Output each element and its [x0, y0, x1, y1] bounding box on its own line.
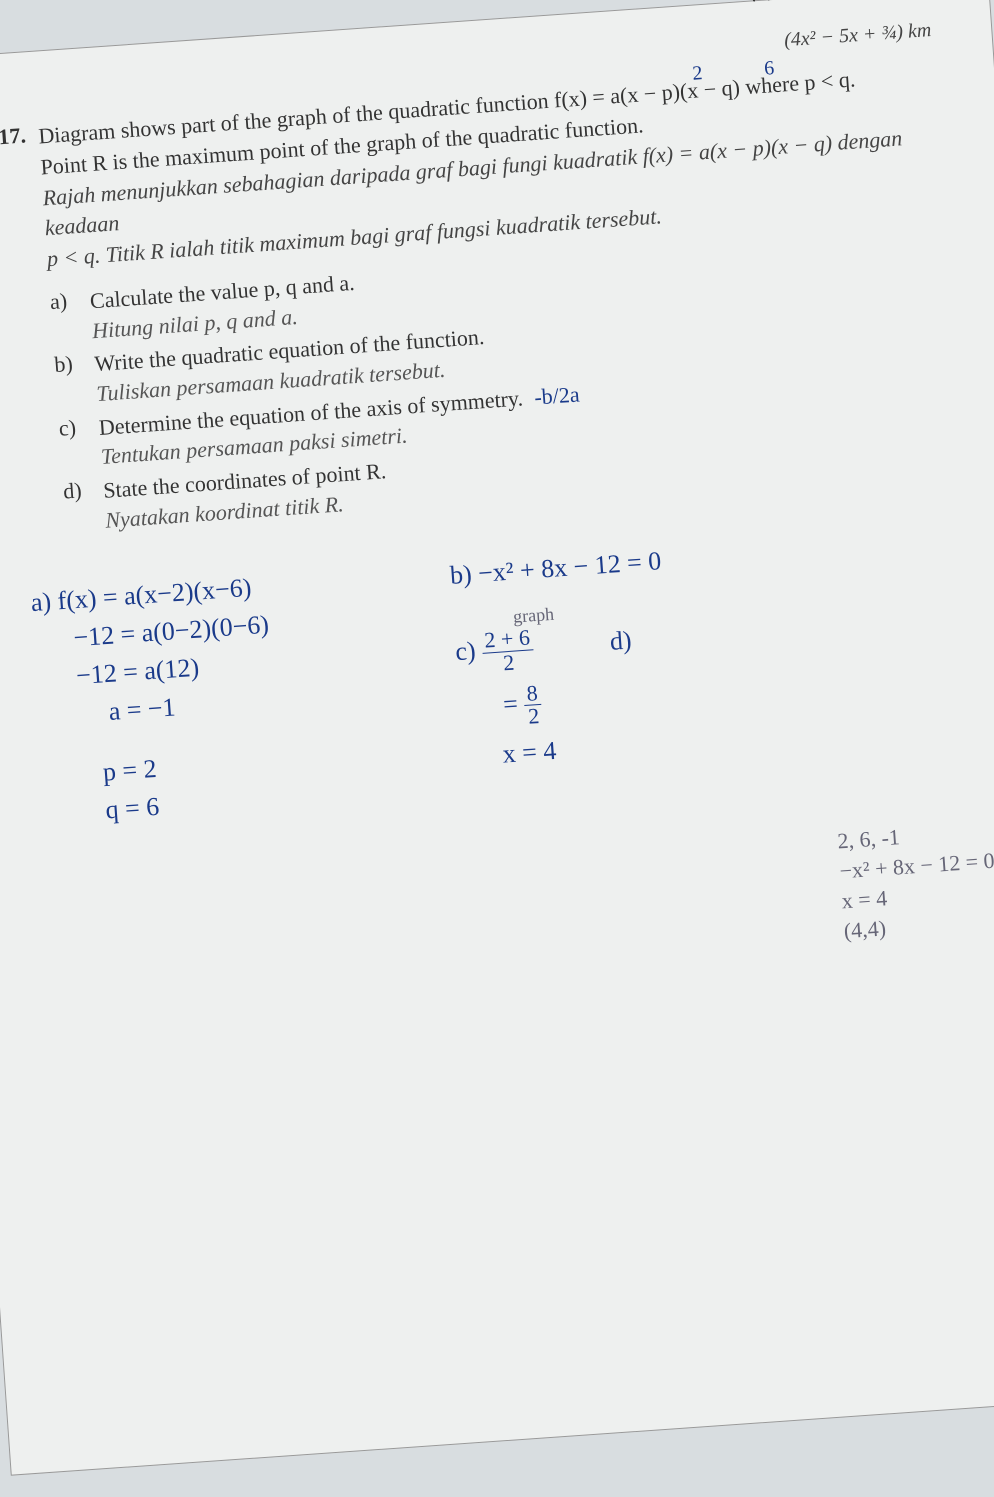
worksheet-page: 17cm (4x² − 5x + ¾) km ed g 17. Diagram … [0, 0, 994, 1476]
work-c-note: graph [512, 586, 813, 628]
part-label-a: a) [49, 286, 93, 348]
part-label-b: b) [54, 350, 98, 412]
work-c-frac1: 2 + 6 2 [481, 627, 536, 676]
part-label-c: c) [58, 413, 102, 475]
frac2-num: 8 [523, 682, 542, 706]
hand-annot-p: 2 [691, 59, 703, 88]
work-column-a: a) f(x) = a(x−2)(x−6) −12 = a(0−2)(0−6) … [29, 551, 466, 838]
hand-b-over-2a: -b/2a [533, 381, 580, 409]
work-c: graph c) 2 + 6 2 d) [453, 586, 817, 677]
top-right-expression: (4x² − 5x + ¾) km [783, 19, 932, 52]
question-parts: a) Calculate the value p, q and a. Hitun… [49, 225, 982, 538]
work-c-step2: = 8 2 [502, 662, 820, 729]
work-c-frac2: 8 2 [523, 682, 543, 728]
work-c-eq: = [502, 689, 519, 719]
frac1-den: 2 [500, 651, 519, 674]
work-column-bcd: b) −x² + 8x − 12 = 0 graph c) 2 + 6 2 d)… [448, 526, 823, 782]
work-c-tag: c) [454, 636, 476, 666]
frac2-den: 2 [525, 705, 544, 728]
parabola-curve [743, 0, 953, 1]
work-b-line: −x² + 8x − 12 = 0 [477, 547, 662, 589]
question-number: 17. [0, 122, 27, 150]
work-line-1: f(x) = a(x−2)(x−6) [57, 573, 253, 615]
hand-annot-q: 6 [763, 54, 775, 83]
part-label-d: d) [62, 476, 106, 538]
work-b: b) −x² + 8x − 12 = 0 [449, 536, 810, 591]
work-d-tag: d) [609, 625, 633, 655]
student-working: a) f(x) = a(x−2)(x−6) −12 = a(0−2)(0−6) … [68, 494, 994, 1177]
side-answers: 2, 6, -1 −x² + 8x − 12 = 0 x = 4 (4,4) [836, 814, 994, 949]
work-b-tag: b) [449, 560, 473, 590]
